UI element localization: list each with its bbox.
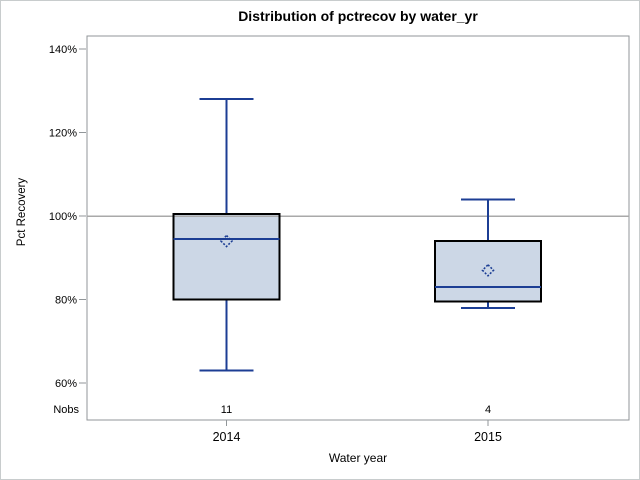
chart-title: Distribution of pctrecov by water_yr [238, 8, 478, 24]
nobs-row-label: Nobs [53, 404, 79, 416]
y-tick-label-100: 100% [49, 211, 77, 223]
mean-diamond-marker-2014 [219, 234, 234, 248]
y-tick-label-80: 80% [55, 295, 77, 307]
box-fill-2015 [435, 241, 541, 302]
box-outline-2014 [172, 212, 281, 301]
x-tick-label-2015: 2015 [474, 430, 502, 444]
mean-diamond-marker-2015 [481, 263, 495, 277]
y-tick-label-140: 140% [49, 44, 77, 56]
box-outline-2015 [434, 240, 542, 303]
plot-frame [86, 35, 630, 421]
nobs-value-2014: 11 [221, 404, 232, 416]
y-tick-label-60: 60% [55, 378, 77, 390]
x-tick-label-2014: 2014 [213, 430, 241, 444]
nobs-value-2015: 4 [485, 404, 491, 416]
x-axis-title: Water year [328, 451, 388, 465]
y-tick-label-120: 120% [49, 128, 77, 140]
box-fill-2014 [173, 213, 280, 300]
